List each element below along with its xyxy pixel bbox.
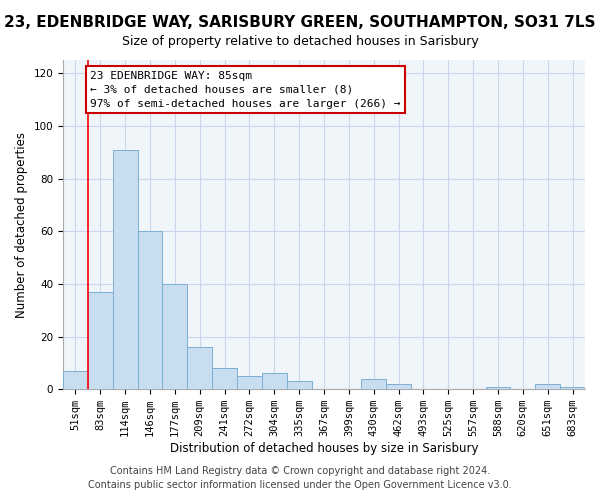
- Bar: [63, 371, 88, 389]
- Bar: [262, 374, 287, 389]
- Bar: [237, 376, 262, 389]
- Text: Contains HM Land Registry data © Crown copyright and database right 2024.
Contai: Contains HM Land Registry data © Crown c…: [88, 466, 512, 489]
- Bar: [88, 292, 113, 389]
- Bar: [535, 384, 560, 389]
- Bar: [386, 384, 411, 389]
- Bar: [163, 284, 187, 389]
- Bar: [187, 347, 212, 389]
- Y-axis label: Number of detached properties: Number of detached properties: [15, 132, 28, 318]
- Bar: [113, 150, 137, 389]
- Text: 23, EDENBRIDGE WAY, SARISBURY GREEN, SOUTHAMPTON, SO31 7LS: 23, EDENBRIDGE WAY, SARISBURY GREEN, SOU…: [4, 15, 596, 30]
- Bar: [212, 368, 237, 389]
- Bar: [137, 231, 163, 389]
- X-axis label: Distribution of detached houses by size in Sarisbury: Distribution of detached houses by size …: [170, 442, 478, 455]
- Text: 23 EDENBRIDGE WAY: 85sqm
← 3% of detached houses are smaller (8)
97% of semi-det: 23 EDENBRIDGE WAY: 85sqm ← 3% of detache…: [91, 70, 401, 108]
- Bar: [287, 382, 311, 389]
- Bar: [560, 386, 585, 389]
- Text: Size of property relative to detached houses in Sarisbury: Size of property relative to detached ho…: [122, 35, 478, 48]
- Bar: [485, 386, 511, 389]
- Bar: [361, 378, 386, 389]
